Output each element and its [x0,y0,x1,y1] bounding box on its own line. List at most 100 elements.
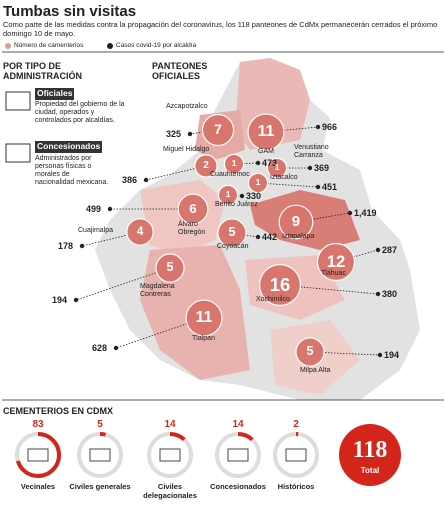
donut-track [215,432,261,478]
borough-name: Cuajimalpa [78,227,114,234]
case-dot [79,243,85,249]
borough-name: Miguel Hidalgo [163,146,210,153]
case-count: 369 [314,163,330,173]
legend-label: Número de camenterios [14,42,84,49]
section-title: CEMENTERIOS EN CDMX [3,406,114,416]
map-title: PANTEONES OFICIALES [152,61,208,82]
icon [89,448,111,462]
donut-track [147,432,193,478]
case-dot [307,165,313,171]
cemetery-circle [266,157,288,179]
icon [285,448,307,462]
icon [27,448,49,462]
cemetery-circle [259,264,302,307]
borough-name: Azcapotzalco [166,103,208,110]
borough-name: Álvaro Obregón [178,221,206,237]
icon [5,143,31,163]
type-label: Vecinales [20,482,56,491]
cemetery-count: 9 [291,212,301,230]
case-count: 194 [384,350,400,360]
case-dot [113,345,119,351]
case-dot [315,124,321,130]
cemetery-circle [185,299,223,337]
icon [5,91,31,111]
sidebar-title: POR TIPO DE ADMINISTRACIÓN [3,61,82,82]
type-label: Concesionados [210,482,266,491]
case-count: 194 [52,295,68,305]
type-label: Históricos [277,482,315,491]
case-count: 178 [58,241,74,251]
borough-name: Venustiano Carranza [294,144,329,160]
case-count: 380 [382,289,398,299]
case-count: 325 [166,129,182,139]
case-count: 1,419 [354,208,377,218]
case-count: 287 [382,245,398,255]
case-count: 442 [262,232,278,242]
borough-name: Milpa Alta [300,367,331,374]
cemetery-count: 11 [195,308,213,327]
case-dot [375,247,381,253]
type-label: Civiles generales [69,482,131,491]
cemetery-circle [316,242,356,282]
cemetery-circle [194,154,218,178]
cemetery-count: 1 [274,161,280,172]
cemetery-circle [247,172,269,194]
borough-name: Iztacalco [270,174,298,181]
donut-arc [15,432,61,478]
type-text: Propiedad del gobierno de la ciudad, ope… [35,101,125,125]
case-dot [377,352,383,358]
case-dot [315,184,321,190]
total-label: Total [360,466,380,475]
case-count: 473 [262,158,278,168]
cemetery-circle [223,153,245,175]
leader-line [309,351,381,356]
type-value: 14 [232,419,244,430]
type-value: 14 [164,419,176,430]
legend-swatch [107,43,113,49]
borough-name: Tláhuac [321,270,346,277]
case-dot [255,234,261,240]
case-dot [187,131,193,137]
donut-arc [77,432,123,478]
title: Tumbas sin visitas [3,3,137,20]
total-circle [339,424,401,486]
icon [227,448,249,462]
cemetery-circle [247,113,285,151]
cemetery-count: 7 [214,121,222,138]
borough-name: Coyoacán [217,243,249,250]
borough-name: GAM [258,148,274,155]
case-dot [143,177,149,183]
type-label: Concesionados [35,141,103,153]
type-value: 83 [32,419,44,430]
cemetery-count: 1 [231,157,237,168]
cemetery-circle [295,337,325,367]
cemetery-circle [278,204,314,240]
borough-name: Cuauhtémoc [210,171,250,178]
legend-swatch [5,43,11,49]
donut-arc [273,432,319,478]
cemetery-count: 1 [225,188,231,199]
borough-name: Tlalpan [192,335,215,342]
cemetery-circle [201,113,235,147]
case-count: 966 [322,122,338,132]
borough-name: Benito Juárez [215,201,258,208]
case-dot [255,160,261,166]
case-count: 451 [322,182,338,192]
borough-name: Iztapalapa [282,233,315,240]
case-dot [73,297,79,303]
donut-arc [147,432,193,478]
type-label: Civiles delegacionales [143,482,197,500]
cemetery-count: 2 [203,159,209,171]
legend-label: Casos covid-19 por alcaldía [116,42,197,49]
case-count: 628 [92,343,108,353]
case-dot [107,206,113,212]
type-text: Administrados por personas físicas o mor… [35,155,109,187]
borough-name: Magdalena Contreras [140,283,175,299]
type-value: 2 [293,419,299,430]
donut-track [273,432,319,478]
case-count: 330 [246,191,262,201]
case-dot [375,291,381,297]
cemetery-count: 6 [189,200,197,216]
case-count: 499 [86,204,102,214]
